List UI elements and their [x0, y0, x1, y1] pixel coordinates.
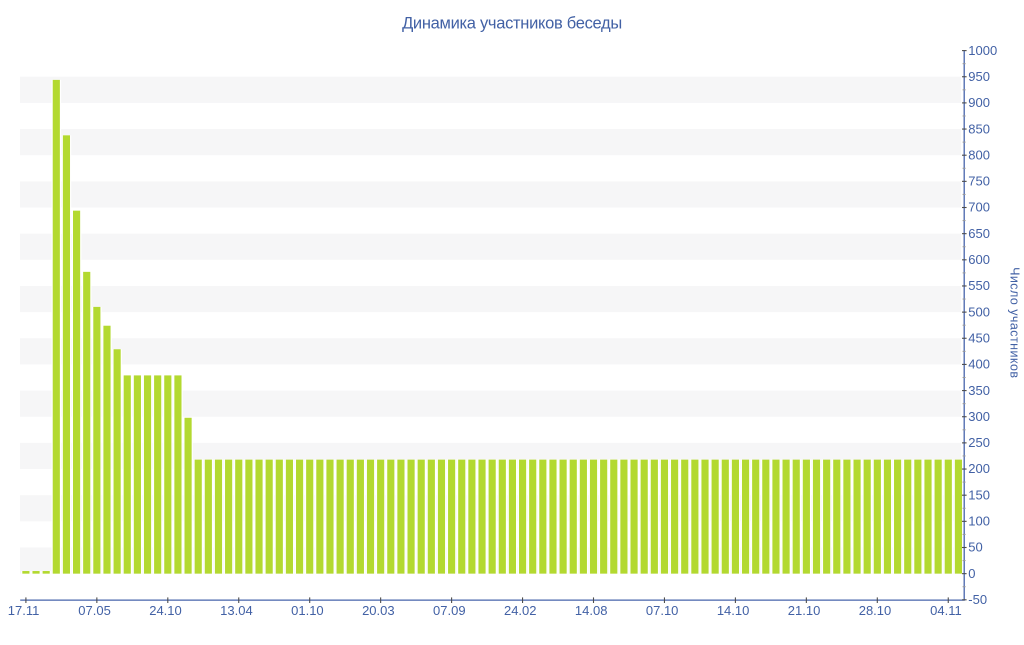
svg-text:400: 400: [968, 357, 990, 372]
svg-text:24.02: 24.02: [504, 603, 537, 618]
svg-text:300: 300: [968, 409, 990, 424]
svg-text:20.03: 20.03: [362, 603, 395, 618]
svg-text:100: 100: [968, 514, 990, 529]
svg-text:500: 500: [968, 304, 990, 319]
svg-text:200: 200: [968, 461, 990, 476]
svg-text:900: 900: [968, 95, 990, 110]
svg-text:07.05: 07.05: [78, 603, 111, 618]
svg-text:0: 0: [968, 566, 975, 581]
svg-text:450: 450: [968, 330, 990, 345]
svg-text:13.04: 13.04: [220, 603, 253, 618]
svg-text:150: 150: [968, 487, 990, 502]
svg-text:950: 950: [968, 69, 990, 84]
svg-text:700: 700: [968, 200, 990, 215]
svg-text:750: 750: [968, 174, 990, 189]
svg-text:24.10: 24.10: [149, 603, 182, 618]
svg-text:600: 600: [968, 252, 990, 267]
svg-text:250: 250: [968, 435, 990, 450]
svg-text:21.10: 21.10: [788, 603, 821, 618]
svg-text:850: 850: [968, 121, 990, 136]
svg-text:Число участников: Число участников: [1007, 267, 1021, 378]
svg-text:650: 650: [968, 226, 990, 241]
svg-text:07.09: 07.09: [433, 603, 466, 618]
svg-text:-50: -50: [968, 592, 987, 607]
svg-text:04.11: 04.11: [930, 603, 962, 618]
svg-text:07.10: 07.10: [646, 603, 679, 618]
svg-text:01.10: 01.10: [291, 603, 324, 618]
svg-text:14.08: 14.08: [575, 603, 608, 618]
svg-text:550: 550: [968, 278, 990, 293]
svg-text:28.10: 28.10: [859, 603, 892, 618]
svg-text:350: 350: [968, 383, 990, 398]
svg-text:1000: 1000: [968, 43, 997, 58]
svg-text:50: 50: [968, 540, 982, 555]
svg-text:Динамика участников беседы: Динамика участников беседы: [402, 15, 622, 33]
svg-text:17.11: 17.11: [8, 603, 40, 618]
svg-text:800: 800: [968, 147, 990, 162]
svg-text:14.10: 14.10: [717, 603, 750, 618]
